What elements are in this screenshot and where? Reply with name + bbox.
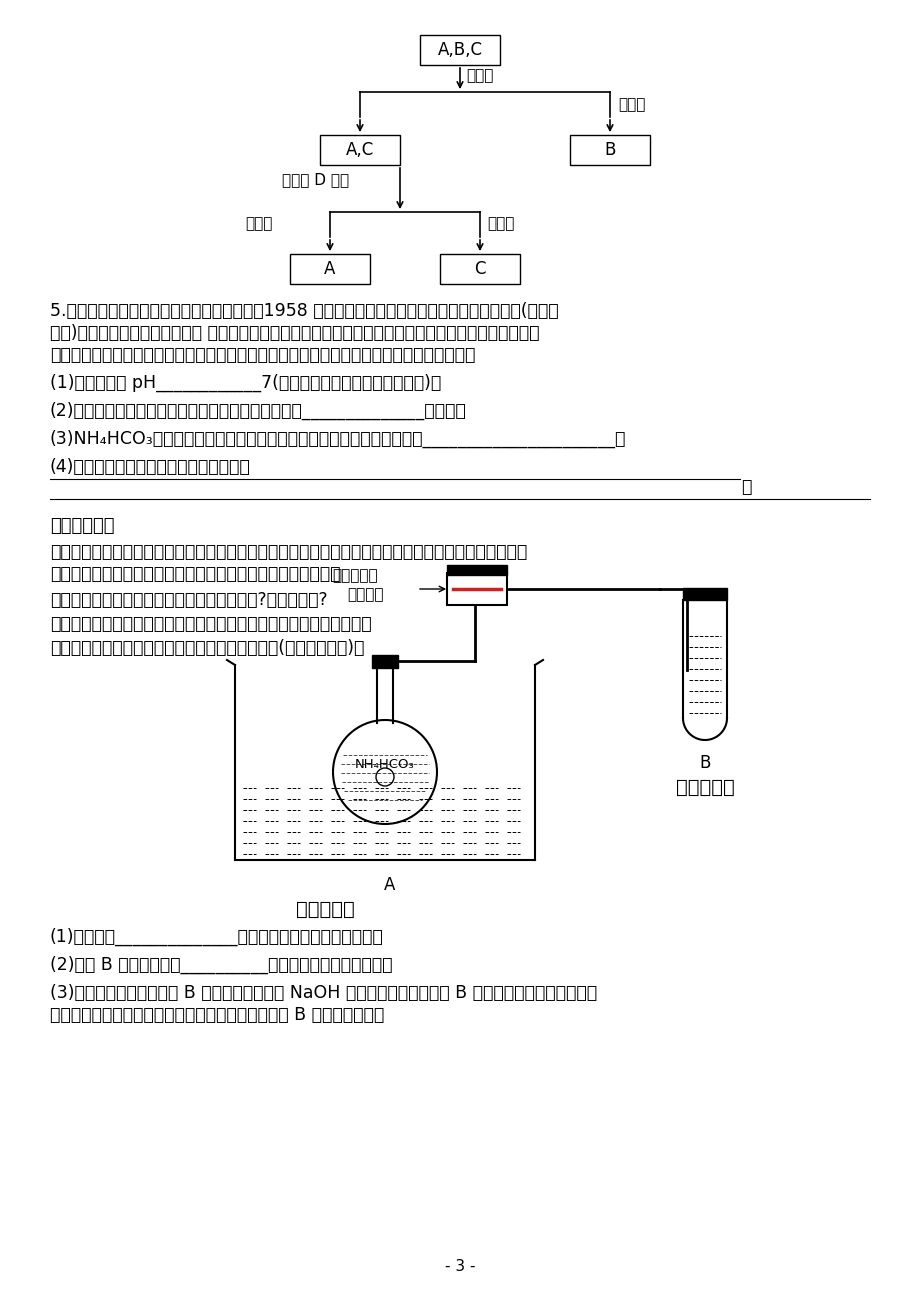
Text: 闻气味: 闻气味 (466, 69, 493, 83)
Text: 石蘊试纸: 石蘊试纸 (346, 587, 383, 602)
Bar (320, 135, 400, 165)
Text: A: A (324, 260, 335, 279)
Text: (4)请为施用鄒态氮肥提出一条合理措施。: (4)请为施用鄒态氮肥提出一条合理措施。 (50, 458, 251, 477)
Text: 【提出问题】温度较高时，碳酸氢鄒能分解吗?产物是什么?: 【提出问题】温度较高时，碳酸氢鄒能分解吗?产物是什么? (50, 591, 327, 609)
Text: 无氨味: 无氨味 (486, 216, 514, 232)
Text: 【猜想假设】碳酸氢鄒受热易分解，产物可能为水、二氧化碳、氨气。: 【猜想假设】碳酸氢鄒受热易分解，产物可能为水、二氧化碳、氨气。 (50, 615, 371, 633)
Bar (371, 655, 398, 668)
Text: A,B,C: A,B,C (437, 40, 482, 59)
Text: 小明暑假期间到农田施肥时，发现撤落在地上的碳酸氢鄒在阳光的照射下很快消失了，同时有浓烈的刺激: 小明暑假期间到农田施肥时，发现撤落在地上的碳酸氢鄒在阳光的照射下很快消失了，同时… (50, 543, 527, 561)
Text: B: B (698, 754, 709, 772)
Text: - 3 -: - 3 - (444, 1259, 475, 1273)
Text: (2)「酸雨」是因为工业生产过程中向大气中大量排放______________造成的。: (2)「酸雨」是因为工业生产过程中向大气中大量排放______________造… (50, 402, 466, 421)
Text: A: A (384, 876, 395, 894)
Bar (447, 565, 506, 575)
Text: (1)「礆雨」的 pH____________7(填「大于」「小于」或「等于」)。: (1)「礆雨」的 pH____________7(填「大于」「小于」或「等于」)… (50, 374, 441, 392)
Text: NH₄HCO₃: NH₄HCO₃ (355, 758, 414, 771)
Bar (289, 254, 369, 284)
Text: 5.「酸雨」大家一定听说过，可「礆雨」呢？1958 年以来，有人陆续在美国等地收集到礆性雨水(即「礆: 5.「酸雨」大家一定听说过，可「礆雨」呢？1958 年以来，有人陆续在美国等地收… (50, 302, 558, 320)
Text: 加试剂 D 研磨: 加试剂 D 研磨 (282, 172, 348, 187)
Text: 【实验设计】小明设计了如图所示的装置进行实验(夹持装置省略)。: 【实验设计】小明设计了如图所示的装置进行实验(夹持装置省略)。 (50, 639, 364, 658)
Text: 【探究创新】: 【探究创新】 (50, 517, 114, 535)
Bar (570, 135, 650, 165)
Text: 干燥的红色: 干燥的红色 (332, 568, 377, 583)
Text: 雨」)。「礆雨」是如何形成的？ 原来，人们向植物施鄒态氮肥时，由于某些干旱地区土壤多呈礆性，使得: 雨」)。「礆雨」是如何形成的？ 原来，人们向植物施鄒态氮肥时，由于某些干旱地区土… (50, 324, 539, 342)
Text: B: B (604, 141, 615, 159)
Text: 生石灰和水: 生石灰和水 (295, 900, 354, 919)
Text: 性气味。他很好奇，返校后和同学们进行探究，请你一同参与：: 性气味。他很好奇，返校后和同学们进行探究，请你一同参与： (50, 565, 340, 583)
Text: A,C: A,C (346, 141, 374, 159)
Bar (420, 35, 499, 65)
Bar (439, 254, 519, 284)
Text: 有氨味: 有氨味 (244, 216, 272, 232)
Text: C: C (473, 260, 485, 279)
Text: 鄒态氮肥转化为氨气进入大气，进入大气中的氨遇雨而降便形成了「礆雨」。回答下列问题：: 鄒态氮肥转化为氨气进入大气，进入大气中的氨遇雨而降便形成了「礆雨」。回答下列问题… (50, 346, 475, 365)
Bar (682, 589, 726, 600)
Text: (1)根据现象______________，证明实验后生成了水和氨气。: (1)根据现象______________，证明实验后生成了水和氨气。 (50, 928, 383, 947)
Text: (3)小红同学认为若将装置 B 中澄清石灰水改为 NaOH 溶液，再通过实验验证 B 中产物，也可以证明碳酸氢: (3)小红同学认为若将装置 B 中澄清石灰水改为 NaOH 溶液，再通过实验验证… (50, 984, 596, 1003)
Text: 。: 。 (740, 478, 751, 496)
Text: 澄清石灰水: 澄清石灰水 (675, 779, 733, 797)
Text: (3)NH₄HCO₃受热易分解为氨气、水和二氧化碳，其反应的化学方程式为______________________。: (3)NH₄HCO₃受热易分解为氨气、水和二氧化碳，其反应的化学方程式为____… (50, 430, 626, 448)
Text: 鄒分解后有二氧化碳生成。请你帮她设计并完成验证 B 中产物的实验：: 鄒分解后有二氧化碳生成。请你帮她设计并完成验证 B 中产物的实验： (50, 1006, 384, 1023)
Text: 有氨味: 有氨味 (618, 98, 644, 112)
Bar (447, 573, 506, 605)
Text: (2)装置 B 中澄清石灰水__________，证明产物中有二氧化碳。: (2)装置 B 中澄清石灰水__________，证明产物中有二氧化碳。 (50, 956, 392, 974)
